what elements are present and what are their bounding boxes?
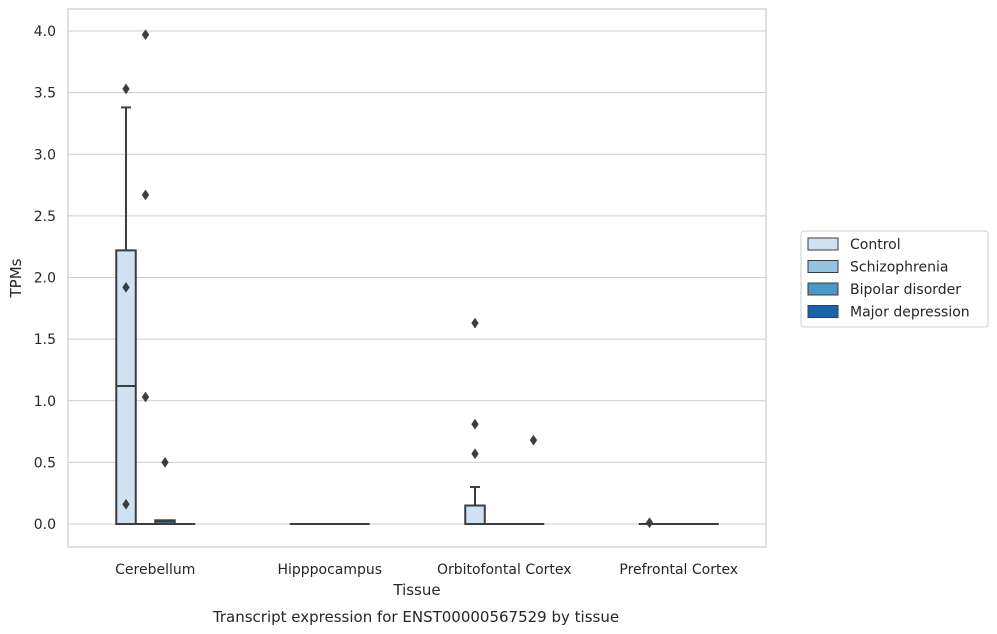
x-tick-label: Orbitofontal Cortex [437, 562, 572, 578]
y-tick-label: 4.0 [34, 24, 56, 40]
x-axis-label: Tissue [392, 581, 440, 599]
box-control [464, 317, 486, 526]
box-iqr [464, 504, 486, 526]
box-control [638, 517, 661, 529]
y-tick-label: 3.0 [34, 147, 56, 163]
outlier-point [141, 29, 150, 41]
legend-swatch [807, 305, 839, 318]
y-tick-label: 3.5 [34, 86, 56, 102]
outlier-point [471, 418, 479, 430]
box-schizophrenia [134, 29, 157, 526]
box-iqr [115, 249, 137, 525]
boxes [115, 29, 719, 529]
box-major-depression [522, 434, 545, 526]
legend-entry: Schizophrenia [850, 260, 948, 276]
y-tick-label: 2.5 [34, 209, 56, 225]
outlier-point [471, 317, 479, 329]
y-tick-label: 0.5 [34, 455, 56, 471]
legend-entry: Major depression [850, 305, 970, 321]
y-tick-label: 0.0 [34, 517, 56, 533]
y-tick-label: 2.0 [34, 271, 56, 287]
x-tick-label: Hipppocampus [277, 562, 382, 578]
plot-frame [67, 8, 767, 548]
legend-entry: Bipolar disorder [850, 282, 961, 298]
legend-entry: Control [850, 237, 901, 253]
legend-swatch [807, 260, 839, 273]
box-control [115, 83, 137, 525]
outlier-point [161, 456, 169, 468]
outlier-point [471, 448, 479, 460]
y-axis-ticks: 0.0 0.5 1.0 1.5 2.0 2.5 3.0 3.5 4.0 [34, 24, 56, 533]
legend-swatch [807, 282, 839, 296]
x-tick-label: Cerebellum [115, 562, 195, 578]
outlier-point [529, 434, 538, 446]
outlier-point [141, 391, 150, 403]
y-tick-label: 1.0 [34, 394, 56, 410]
box-bipolar-disorder [154, 456, 176, 525]
outlier-point [645, 517, 654, 529]
legend: Control Schizophrenia Bipolar disorder Majo… [800, 230, 989, 328]
y-axis-label: TPMs [7, 258, 25, 298]
legend-swatch [807, 237, 839, 251]
x-axis-ticks: Cerebellum Hipppocampus Orbitofontal Corte… [115, 562, 738, 578]
legend-frame [800, 230, 989, 328]
chart-caption: Transcript expression for ENST0000056752… [212, 608, 619, 626]
y-tick-label: 1.5 [34, 332, 56, 348]
outlier-point [122, 281, 130, 293]
gridlines [68, 30, 766, 525]
outlier-point [122, 83, 130, 95]
outlier-point [122, 498, 130, 510]
x-tick-label: Prefrontal Cortex [619, 562, 738, 578]
outlier-point [141, 189, 150, 201]
